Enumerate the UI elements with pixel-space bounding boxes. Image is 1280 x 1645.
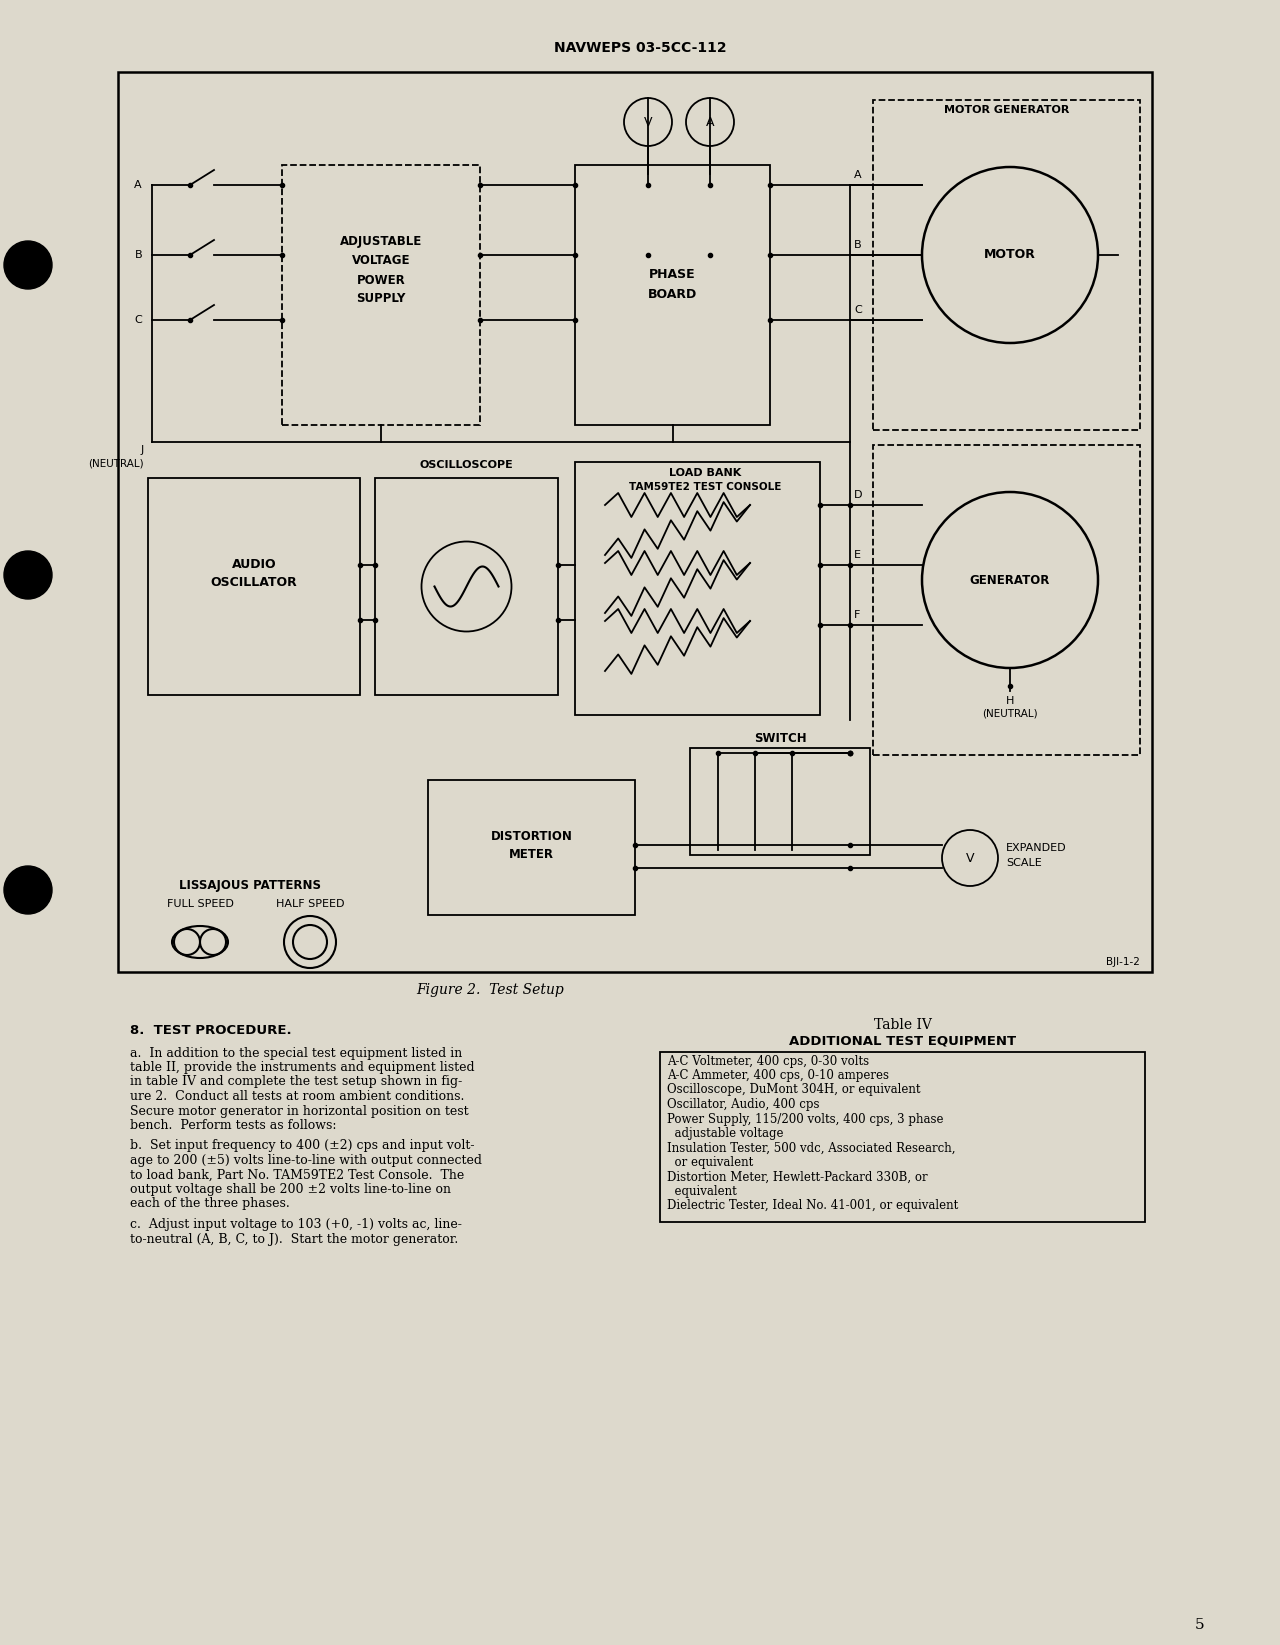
Text: OSCILLATOR: OSCILLATOR [211,576,297,589]
Bar [148,479,360,694]
Text: J: J [141,446,143,456]
Bar [118,72,1152,972]
Text: A: A [705,115,714,128]
Bar [375,479,558,694]
Text: SCALE: SCALE [1006,859,1042,869]
Text: a.  In addition to the special test equipment listed in: a. In addition to the special test equip… [131,1046,462,1059]
Text: POWER: POWER [357,273,406,286]
Text: SWITCH: SWITCH [754,732,806,745]
Text: Dielectric Tester, Ideal No. 41-001, or equivalent: Dielectric Tester, Ideal No. 41-001, or … [667,1199,959,1212]
Text: or equivalent: or equivalent [667,1156,753,1170]
Text: (NEUTRAL): (NEUTRAL) [88,457,143,467]
Text: 5: 5 [1196,1619,1204,1632]
Text: A-C Ammeter, 400 cps, 0-10 amperes: A-C Ammeter, 400 cps, 0-10 amperes [667,1069,890,1082]
Text: OSCILLOSCOPE: OSCILLOSCOPE [420,461,513,470]
Text: A: A [854,169,861,179]
Text: Insulation Tester, 500 vdc, Associated Research,: Insulation Tester, 500 vdc, Associated R… [667,1142,955,1155]
Text: D: D [854,490,863,500]
Bar [660,1053,1146,1222]
Text: TAM59TE2 TEST CONSOLE: TAM59TE2 TEST CONSOLE [628,482,781,492]
Text: V: V [965,852,974,865]
Text: LISSAJOUS PATTERNS: LISSAJOUS PATTERNS [179,880,321,893]
Text: C: C [134,314,142,326]
Text: Figure 2.  Test Setup: Figure 2. Test Setup [416,984,564,997]
Text: EXPANDED: EXPANDED [1006,842,1066,854]
Text: bench.  Perform tests as follows:: bench. Perform tests as follows: [131,1119,337,1132]
Bar [575,164,771,424]
Text: HALF SPEED: HALF SPEED [275,900,344,910]
Text: in table IV and complete the test setup shown in fig-: in table IV and complete the test setup … [131,1076,462,1089]
Text: F: F [854,610,860,620]
Text: H: H [1006,696,1014,706]
Text: equivalent: equivalent [667,1184,737,1198]
Bar [690,748,870,855]
Text: NAVWEPS 03-5CC-112: NAVWEPS 03-5CC-112 [554,41,726,54]
Text: each of the three phases.: each of the three phases. [131,1198,289,1211]
Text: V: V [644,115,653,128]
Text: ure 2.  Conduct all tests at room ambient conditions.: ure 2. Conduct all tests at room ambient… [131,1091,465,1104]
Text: Distortion Meter, Hewlett-Packard 330B, or: Distortion Meter, Hewlett-Packard 330B, … [667,1171,928,1183]
Text: Secure motor generator in horizontal position on test: Secure motor generator in horizontal pos… [131,1104,468,1117]
Text: GENERATOR: GENERATOR [970,574,1050,587]
Text: adjustable voltage: adjustable voltage [667,1127,783,1140]
Text: SUPPLY: SUPPLY [356,293,406,306]
Text: VOLTAGE: VOLTAGE [352,255,411,268]
Text: C: C [854,304,861,314]
Text: E: E [854,549,861,559]
Text: (NEUTRAL): (NEUTRAL) [982,709,1038,719]
Text: A: A [134,179,142,191]
Text: B: B [854,240,861,250]
Text: PHASE: PHASE [649,268,696,281]
Circle shape [4,865,52,915]
Text: Oscillator, Audio, 400 cps: Oscillator, Audio, 400 cps [667,1097,819,1110]
Text: table II, provide the instruments and equipment listed: table II, provide the instruments and eq… [131,1061,475,1074]
Text: A-C Voltmeter, 400 cps, 0-30 volts: A-C Voltmeter, 400 cps, 0-30 volts [667,1054,869,1068]
Bar [873,100,1140,429]
Text: Oscilloscope, DuMont 304H, or equivalent: Oscilloscope, DuMont 304H, or equivalent [667,1084,920,1097]
Text: age to 200 (±5) volts line-to-line with output connected: age to 200 (±5) volts line-to-line with … [131,1155,483,1166]
Bar [873,446,1140,755]
Text: to-neutral (A, B, C, to J).  Start the motor generator.: to-neutral (A, B, C, to J). Start the mo… [131,1232,458,1245]
Bar [575,462,820,716]
Circle shape [4,551,52,599]
Text: FULL SPEED: FULL SPEED [166,900,233,910]
Text: MOTOR: MOTOR [984,248,1036,262]
Text: c.  Adjust input voltage to 103 (+0, -1) volts ac, line-: c. Adjust input voltage to 103 (+0, -1) … [131,1217,462,1230]
Text: b.  Set input frequency to 400 (±2) cps and input volt-: b. Set input frequency to 400 (±2) cps a… [131,1140,475,1153]
Text: BJI-1-2: BJI-1-2 [1106,957,1140,967]
Text: ADDITIONAL TEST EQUIPMENT: ADDITIONAL TEST EQUIPMENT [788,1035,1016,1048]
Text: to load bank, Part No. TAM59TE2 Test Console.  The: to load bank, Part No. TAM59TE2 Test Con… [131,1168,465,1181]
Bar [282,164,480,424]
Text: METER: METER [509,849,554,862]
Text: BOARD: BOARD [648,288,698,301]
Bar [428,780,635,915]
Text: Power Supply, 115/200 volts, 400 cps, 3 phase: Power Supply, 115/200 volts, 400 cps, 3 … [667,1112,943,1125]
Text: B: B [134,250,142,260]
Text: AUDIO: AUDIO [232,558,276,571]
Text: DISTORTION: DISTORTION [490,829,572,842]
Circle shape [4,242,52,290]
Text: ADJUSTABLE: ADJUSTABLE [340,235,422,248]
Text: LOAD BANK: LOAD BANK [669,467,741,479]
Text: output voltage shall be 200 ±2 volts line-to-line on: output voltage shall be 200 ±2 volts lin… [131,1183,451,1196]
Text: Table IV: Table IV [873,1018,932,1031]
Text: 8.  TEST PROCEDURE.: 8. TEST PROCEDURE. [131,1023,292,1036]
Text: MOTOR GENERATOR: MOTOR GENERATOR [943,105,1069,115]
